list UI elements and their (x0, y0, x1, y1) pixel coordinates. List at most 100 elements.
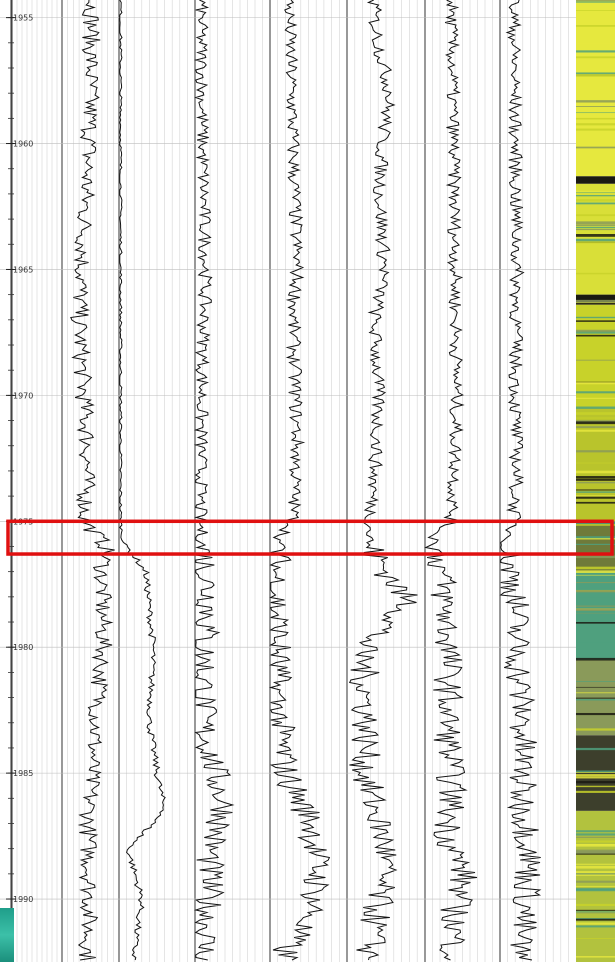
image-texture-streak (576, 918, 615, 921)
image-texture-streak (576, 481, 615, 484)
image-band (576, 659, 615, 736)
image-texture-streak (576, 597, 615, 600)
image-texture-streak (576, 35, 615, 37)
image-texture-streak (576, 397, 615, 399)
image-texture-streak (576, 543, 615, 545)
image-texture-streak (576, 922, 615, 925)
image-texture-streak (576, 495, 615, 497)
image-texture-streak (576, 382, 615, 385)
image-texture-streak (576, 491, 615, 493)
image-band (576, 735, 615, 811)
image-texture-streak (576, 229, 615, 231)
image-texture-streak (576, 191, 615, 193)
image-texture-streak (576, 582, 615, 584)
image-texture-streak (576, 844, 615, 847)
image-texture-streak (576, 202, 615, 205)
image-texture-streak (576, 578, 615, 581)
image-texture-streak (576, 639, 615, 643)
image-texture-streak (576, 692, 615, 694)
image-texture-streak (576, 885, 615, 887)
image-texture-streak (576, 790, 615, 793)
image-texture-streak (576, 903, 615, 907)
depth-tick-label: 1960 (13, 140, 33, 149)
image-texture-streak (576, 524, 615, 526)
image-texture-streak (576, 272, 615, 275)
image-texture-streak (576, 489, 615, 491)
depth-tick-label: 1985 (13, 769, 33, 778)
image-texture-streak (576, 774, 615, 777)
image-texture-streak (576, 522, 615, 525)
image-texture-streak (576, 844, 615, 846)
image-texture-streak (576, 785, 615, 788)
image-band (576, 407, 615, 522)
image-band (576, 571, 615, 660)
image-texture-streak (576, 496, 615, 499)
image-texture-streak (576, 555, 615, 559)
image-texture-streak (576, 590, 615, 593)
image-texture-streak (576, 316, 615, 320)
image-texture-streak (576, 406, 615, 409)
log-curves (70, 0, 542, 961)
image-texture-streak (576, 117, 615, 119)
image-texture-streak (576, 925, 615, 928)
image-texture-streak (576, 417, 615, 419)
image-texture-streak (576, 221, 615, 225)
image-texture-streak (576, 299, 615, 303)
image-texture-streak (576, 911, 615, 913)
image-texture-streak (576, 164, 615, 166)
image-band (576, 294, 615, 305)
image-texture-streak (576, 412, 615, 415)
image-texture-streak (576, 781, 615, 784)
image-texture-streak (576, 566, 615, 570)
image-texture-streak (576, 72, 615, 75)
highlight-box (6, 519, 614, 556)
log-curve-track-1 (70, 0, 115, 961)
image-texture-streak (576, 776, 615, 779)
image-texture-streak (576, 956, 615, 958)
image-texture-streak (576, 241, 615, 244)
image-texture-streak (576, 42, 615, 45)
image-texture-streak (576, 657, 615, 661)
image-texture-streak (576, 128, 615, 131)
image-texture-streak (576, 536, 615, 539)
image-texture-streak (576, 100, 615, 103)
log-curve-track-6 (424, 0, 478, 961)
image-texture-streak (576, 712, 615, 716)
image-texture-streak (576, 450, 615, 453)
log-curve-track-4 (268, 0, 331, 961)
image-texture-streak (576, 50, 615, 53)
log-curve-track-7 (499, 0, 542, 961)
image-texture-streak (576, 117, 615, 120)
depth-tick-label: 1990 (13, 895, 33, 904)
image-texture-streak (576, 830, 615, 833)
image-texture-streak (576, 462, 615, 464)
image-texture-streak (576, 853, 615, 855)
image-texture-streak (576, 874, 615, 876)
image-texture-streak (576, 214, 615, 217)
corner-color-swatch (0, 908, 14, 962)
image-texture-streak (576, 1, 615, 3)
image-texture-streak (576, 224, 615, 226)
image-texture-streak (576, 381, 615, 383)
image-texture-streak (576, 681, 615, 682)
depth-tick-label: 1970 (13, 391, 33, 400)
image-texture-streak (576, 770, 615, 773)
image-texture-streak (576, 611, 615, 613)
image-texture-streak (576, 661, 615, 663)
image-texture-streak (576, 190, 615, 193)
image-texture-streak (576, 334, 615, 337)
image-texture-streak (576, 319, 615, 322)
image-texture-streak (576, 772, 615, 773)
image-texture-streak (576, 104, 615, 105)
image-texture-streak (576, 329, 615, 332)
image-band (576, 304, 615, 408)
image-texture-streak (576, 710, 615, 713)
image-texture-streak (576, 426, 615, 429)
image-texture-streak (576, 747, 615, 751)
image-texture-streak (576, 608, 615, 611)
image-texture-streak (576, 840, 615, 843)
image-band (576, 521, 615, 572)
image-texture-streak (576, 10, 615, 11)
image-texture-streak (576, 123, 615, 126)
